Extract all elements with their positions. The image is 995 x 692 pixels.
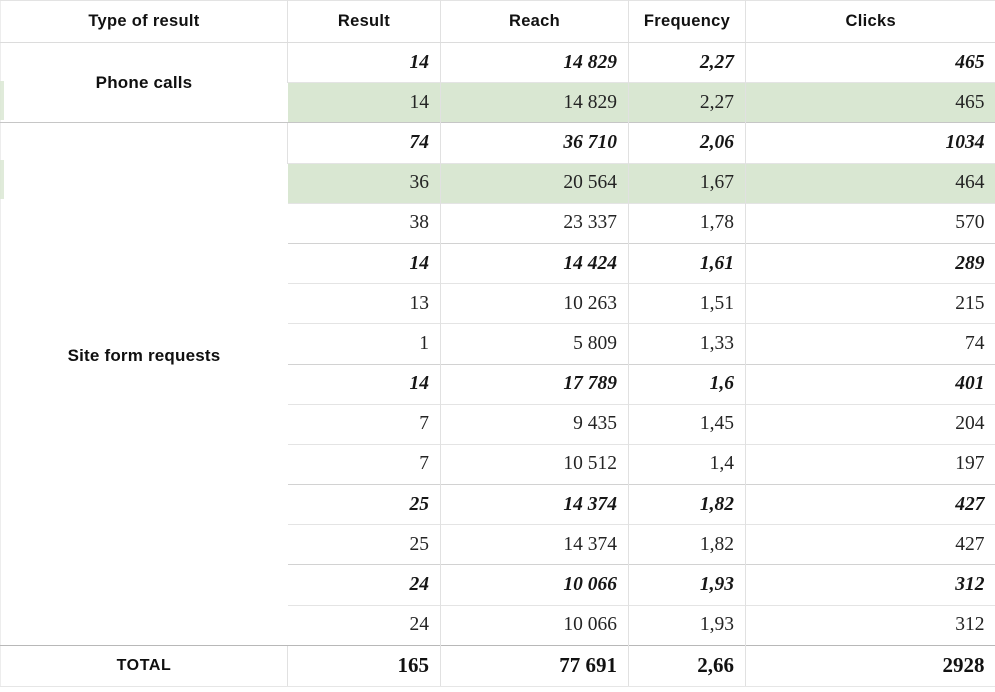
clicks-cell: 570 [745, 202, 995, 244]
frequency-cell: 1,6 [628, 363, 746, 405]
reach-cell: 14 374 [440, 484, 629, 525]
clicks-cell: 464 [745, 162, 995, 204]
frequency-cell: 1,51 [628, 283, 746, 324]
reach-cell: 14 374 [440, 524, 629, 565]
clicks-cell: 465 [745, 41, 995, 83]
table-row: 38 23 337 1,78 570 [1, 202, 995, 244]
header-clicks: Clicks [745, 0, 995, 43]
total-result-cell: 165 [287, 644, 441, 687]
reach-cell: 14 829 [440, 82, 629, 123]
frequency-cell: 1,33 [628, 323, 746, 364]
reach-cell: 10 066 [440, 604, 629, 646]
table-row: 24 10 066 1,93 312 [1, 604, 995, 646]
type-of-result-cell: Site form requests [0, 122, 288, 646]
table-row: 24 10 066 1,93 312 [1, 564, 995, 606]
frequency-cell: 2,27 [628, 82, 746, 123]
frequency-cell: 1,82 [628, 484, 746, 525]
clicks-cell: 312 [745, 564, 995, 606]
frequency-cell: 2,27 [628, 41, 746, 83]
table-row: Site form requests 74 36 710 2,06 1034 [0, 122, 995, 646]
reach-cell: 9 435 [440, 403, 629, 445]
clicks-cell: 401 [745, 363, 995, 405]
clicks-cell: 197 [745, 443, 995, 485]
result-cell: 1 [287, 323, 441, 364]
highlight-bleed-left [0, 81, 4, 120]
table-row: 14 14 829 2,27 465 [1, 82, 995, 123]
total-frequency-cell: 2,66 [628, 644, 746, 687]
table-row: 36 20 564 1,67 464 [1, 162, 995, 204]
total-label: TOTAL [0, 644, 288, 687]
table-header: Type of result Result Reach Frequency Cl… [0, 0, 995, 43]
header-type-of-result: Type of result [0, 0, 288, 43]
table-footer: TOTAL 165 77 691 2,66 2928 [0, 644, 995, 687]
result-cell: 74 [287, 122, 441, 164]
clicks-cell: 74 [745, 323, 995, 364]
result-cell: 25 [287, 484, 441, 525]
result-cell: 38 [287, 202, 441, 244]
result-cell: 25 [287, 524, 441, 565]
frequency-cell: 1,61 [628, 242, 746, 284]
result-cell: 7 [287, 403, 441, 445]
reach-cell: 14 424 [440, 242, 629, 284]
result-cell: 13 [287, 283, 441, 324]
header-result: Result [287, 0, 441, 43]
header-row: Type of result Result Reach Frequency Cl… [0, 0, 995, 43]
total-reach-cell: 77 691 [440, 644, 629, 687]
reach-cell: 10 263 [440, 283, 629, 324]
clicks-cell: 289 [745, 242, 995, 284]
reach-cell: 20 564 [440, 162, 629, 204]
frequency-cell: 1,4 [628, 443, 746, 485]
highlight-bleed-left [0, 160, 4, 199]
frequency-cell: 1,93 [628, 604, 746, 646]
result-cell: 14 [287, 363, 441, 405]
result-cell: 24 [287, 604, 441, 646]
clicks-cell: 215 [745, 283, 995, 324]
frequency-cell: 1,78 [628, 202, 746, 244]
table-row: 14 14 424 1,61 289 [1, 242, 995, 284]
frequency-cell: 2,06 [628, 122, 746, 164]
reach-cell: 5 809 [440, 323, 629, 364]
clicks-cell: 427 [745, 484, 995, 525]
reach-cell: 10 512 [440, 443, 629, 485]
result-cell: 14 [287, 242, 441, 284]
table-row: 14 17 789 1,6 401 [1, 363, 995, 405]
frequency-cell: 1,67 [628, 162, 746, 204]
total-clicks-cell: 2928 [745, 644, 995, 687]
total-row: TOTAL 165 77 691 2,66 2928 [0, 644, 995, 687]
result-cell: 36 [287, 162, 441, 204]
clicks-cell: 465 [745, 82, 995, 123]
frequency-cell: 1,45 [628, 403, 746, 445]
clicks-cell: 312 [745, 604, 995, 646]
result-cell: 14 [287, 82, 441, 123]
result-cell: 7 [287, 443, 441, 485]
table-row: Phone calls 14 14 829 2,27 465 [0, 41, 995, 123]
reach-cell: 36 710 [440, 122, 629, 164]
table-row: 25 14 374 1,82 427 [1, 524, 995, 565]
header-frequency: Frequency [628, 0, 746, 43]
table-row: 13 10 263 1,51 215 [1, 283, 995, 324]
clicks-cell: 427 [745, 524, 995, 565]
table-row: 7 10 512 1,4 197 [1, 443, 995, 485]
table-row: 25 14 374 1,82 427 [1, 484, 995, 525]
reach-cell: 23 337 [440, 202, 629, 244]
frequency-cell: 1,93 [628, 564, 746, 606]
type-of-result-cell: Phone calls [0, 41, 288, 123]
reach-cell: 14 829 [440, 41, 629, 83]
clicks-cell: 1034 [745, 122, 995, 164]
result-cell: 14 [287, 41, 441, 83]
clicks-cell: 204 [745, 403, 995, 445]
reach-cell: 17 789 [440, 363, 629, 405]
reach-cell: 10 066 [440, 564, 629, 606]
result-cell: 24 [287, 564, 441, 606]
frequency-cell: 1,82 [628, 524, 746, 565]
header-reach: Reach [440, 0, 629, 43]
table-body: Phone calls 14 14 829 2,27 465 14 14 829 2,27 46… [0, 41, 995, 646]
